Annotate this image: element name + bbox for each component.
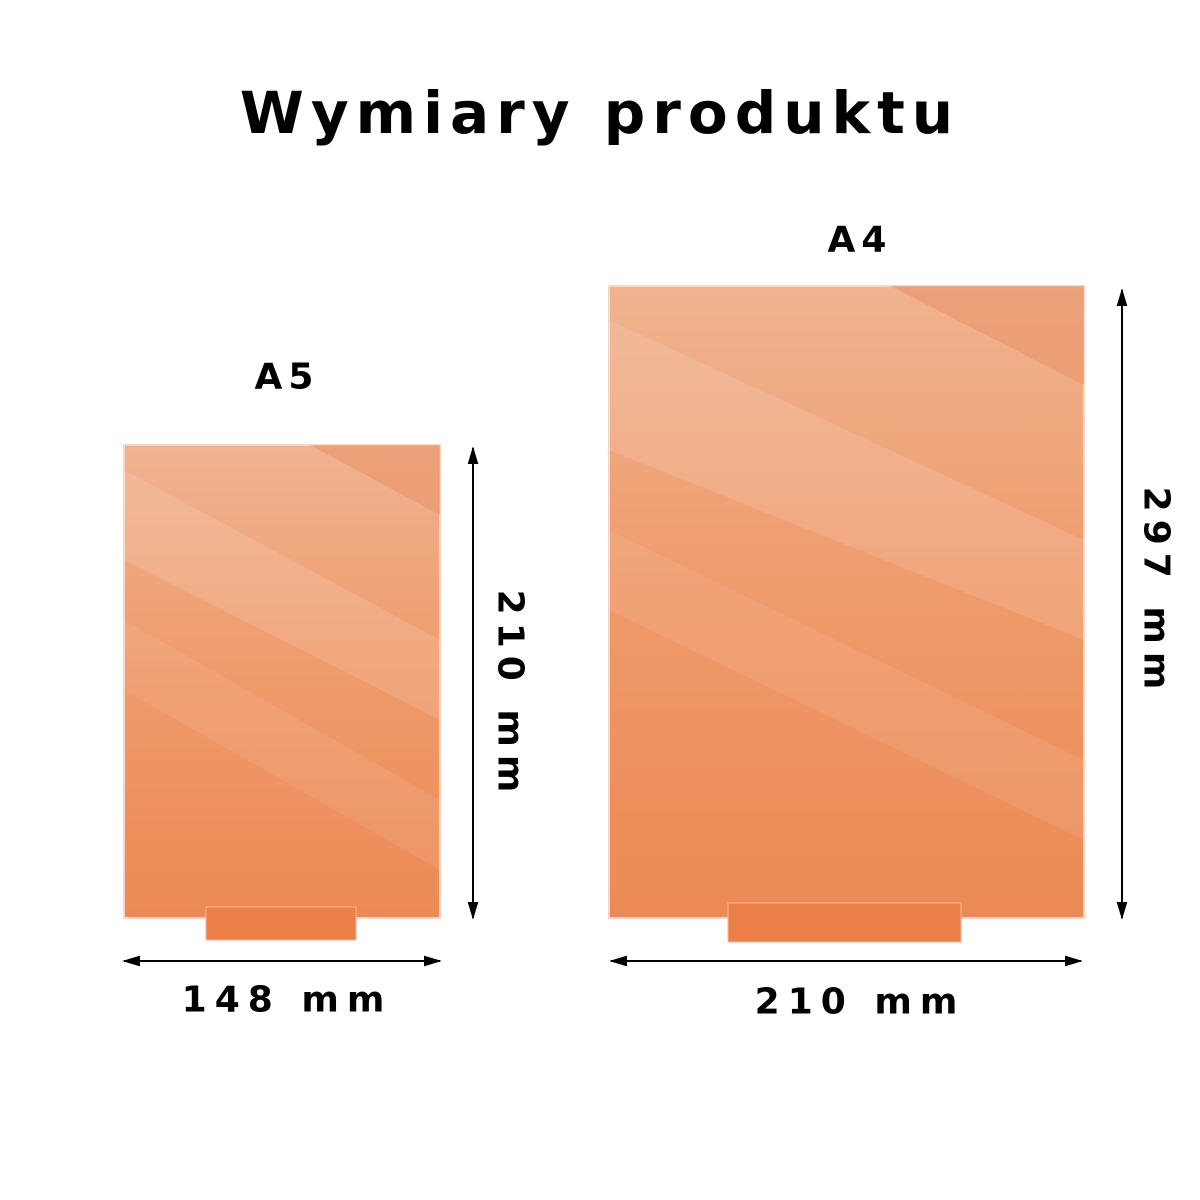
a5-height-label: 210 mm	[489, 589, 531, 801]
a4-board	[608, 285, 1128, 967]
a5-board	[122, 444, 479, 967]
page-title: Wymiary produktu	[239, 79, 961, 147]
a5-width-label: 148 mm	[181, 979, 393, 1021]
a5-size-label: A5	[254, 356, 320, 398]
a4-size-label: A4	[827, 219, 893, 261]
a4-height-label: 297 mm	[1135, 486, 1177, 698]
a4-width-label: 210 mm	[754, 981, 966, 1023]
a5-stand	[205, 906, 357, 941]
a4-stand	[727, 902, 962, 943]
